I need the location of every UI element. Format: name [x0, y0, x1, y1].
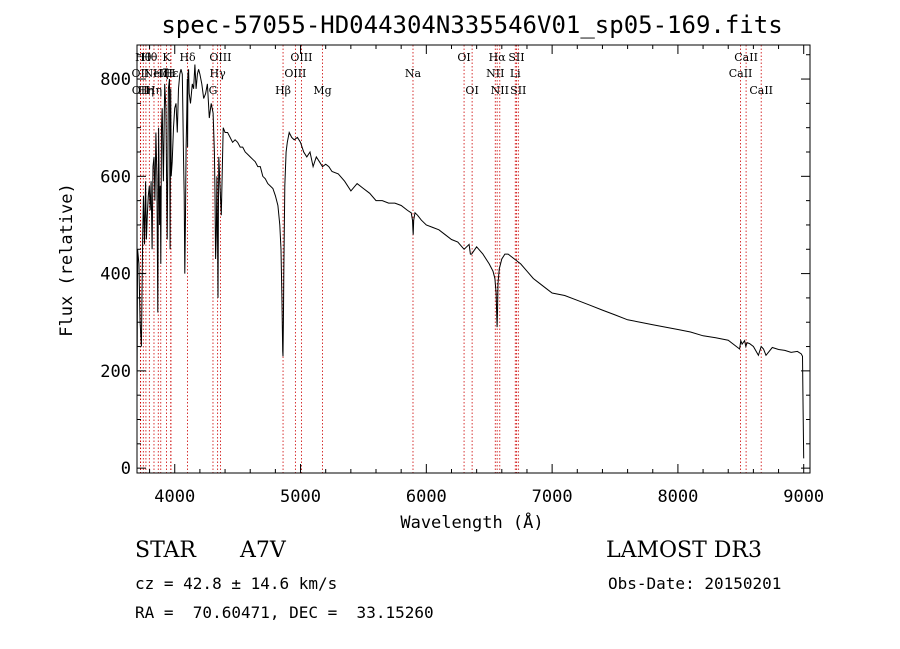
y-tick-label-4: 800 — [100, 70, 131, 90]
x-tick-label-3: 7000 — [532, 487, 573, 507]
line-label-9: H — [166, 67, 176, 80]
spectral-line-labels: OIIOIIHθHηHθHηNeIIIHζKHHεHδGHγOIIIHβOIII… — [132, 51, 773, 97]
line-label-1: OII — [132, 84, 150, 97]
line-label-15: Hβ — [275, 84, 291, 97]
x-axis: 4000 5000 6000 7000 8000 9000 — [149, 45, 824, 507]
line-label-6: NeIII — [144, 67, 173, 80]
line-label-5: Hη — [146, 84, 162, 97]
line-label-26: SII — [508, 51, 524, 64]
y-tick-label-1: 200 — [100, 362, 131, 382]
line-label-20: OI — [457, 51, 470, 64]
y-tick-label-0: 0 — [121, 459, 131, 479]
line-label-12: G — [209, 84, 218, 97]
line-label-7: Hζ — [153, 67, 169, 80]
chart-title: spec-57055-HD044304N335546V01_sp05-169.f… — [161, 11, 782, 39]
line-label-18: Mg — [313, 84, 331, 97]
line-label-0: OII — [132, 67, 150, 80]
x-tick-label-5: 9000 — [783, 487, 824, 507]
line-label-24: NII — [491, 84, 509, 97]
x-tick-label-2: 6000 — [406, 487, 447, 507]
obs-date: Obs-Date: 20150201 — [608, 574, 782, 593]
line-label-4: Hθ — [141, 51, 158, 64]
x-tick-label-0: 4000 — [154, 487, 195, 507]
x-tick-label-1: 5000 — [280, 487, 321, 507]
line-label-19: Na — [405, 67, 422, 80]
coordinates: RA = 70.60471, DEC = 33.15260 — [135, 603, 434, 622]
plot-frame — [136, 44, 811, 474]
x-tick-label-4: 8000 — [657, 487, 698, 507]
spectral-class: A7V — [240, 538, 286, 563]
line-label-8: K — [162, 51, 171, 64]
y-tick-label-3: 600 — [100, 167, 131, 187]
line-label-30: CaII — [749, 84, 773, 97]
object-type: STAR — [135, 538, 196, 563]
y-axis-label: Flux (relative) — [57, 183, 77, 337]
line-label-23: Hα — [489, 51, 507, 64]
line-label-14: OIII — [209, 51, 231, 64]
spectral-line-markers — [139, 45, 762, 473]
line-label-25: Li — [510, 67, 521, 80]
line-label-17: OIII — [290, 51, 312, 64]
line-label-29: CaII — [734, 51, 758, 64]
line-label-16: OIII — [284, 67, 306, 80]
survey-name: LAMOST DR3 — [606, 538, 762, 563]
y-tick-label-2: 400 — [100, 265, 131, 285]
line-label-28: CaII — [729, 67, 753, 80]
redshift-cz: cz = 42.8 ± 14.6 km/s — [135, 574, 338, 593]
line-label-21: OI — [465, 84, 478, 97]
line-label-27: SII — [510, 84, 526, 97]
line-label-22: NII — [486, 67, 504, 80]
line-label-11: Hδ — [179, 51, 196, 64]
spectrum-line — [136, 64, 805, 459]
x-axis-label: Wavelength (Å) — [400, 511, 543, 533]
line-label-10: Hε — [163, 67, 179, 80]
line-label-13: Hγ — [210, 67, 227, 80]
y-axis: 0 200 400 600 800 — [100, 54, 810, 479]
line-label-3: Hη — [138, 84, 154, 97]
